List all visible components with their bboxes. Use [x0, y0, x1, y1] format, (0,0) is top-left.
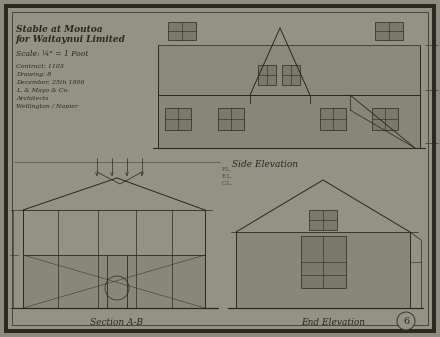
- Text: December, 25th 1906: December, 25th 1906: [16, 80, 84, 85]
- Text: End Elevation: End Elevation: [301, 318, 365, 327]
- Text: F.L.
E.L.
C.L.: F.L. E.L. C.L.: [222, 167, 233, 186]
- Text: Architects: Architects: [16, 96, 48, 101]
- Text: Wellington / Napier: Wellington / Napier: [16, 104, 78, 109]
- Text: Section A-B: Section A-B: [91, 318, 143, 327]
- Bar: [168, 22, 196, 40]
- Bar: [375, 22, 403, 40]
- Bar: [218, 108, 244, 130]
- Bar: [165, 108, 191, 130]
- Text: for Waitaynui Limited: for Waitaynui Limited: [16, 35, 126, 44]
- Bar: [320, 108, 346, 130]
- Circle shape: [397, 312, 415, 330]
- Bar: [236, 232, 410, 308]
- Text: Contract: 1103: Contract: 1103: [16, 64, 64, 69]
- Bar: [301, 236, 346, 288]
- Bar: [372, 108, 398, 130]
- Text: Drawing: 8: Drawing: 8: [16, 72, 51, 77]
- Bar: [158, 45, 420, 95]
- Bar: [258, 65, 276, 85]
- Bar: [282, 65, 300, 85]
- Bar: [23, 255, 205, 308]
- Text: Side Elevation: Side Elevation: [232, 160, 298, 169]
- Text: 6: 6: [403, 316, 409, 326]
- Text: L. & Mayo & Co.: L. & Mayo & Co.: [16, 88, 69, 93]
- Text: Stable at Moutoa: Stable at Moutoa: [16, 25, 103, 34]
- Bar: [309, 210, 337, 230]
- Bar: [158, 95, 420, 148]
- Text: Scale: ¼" = 1 Foot: Scale: ¼" = 1 Foot: [16, 50, 88, 58]
